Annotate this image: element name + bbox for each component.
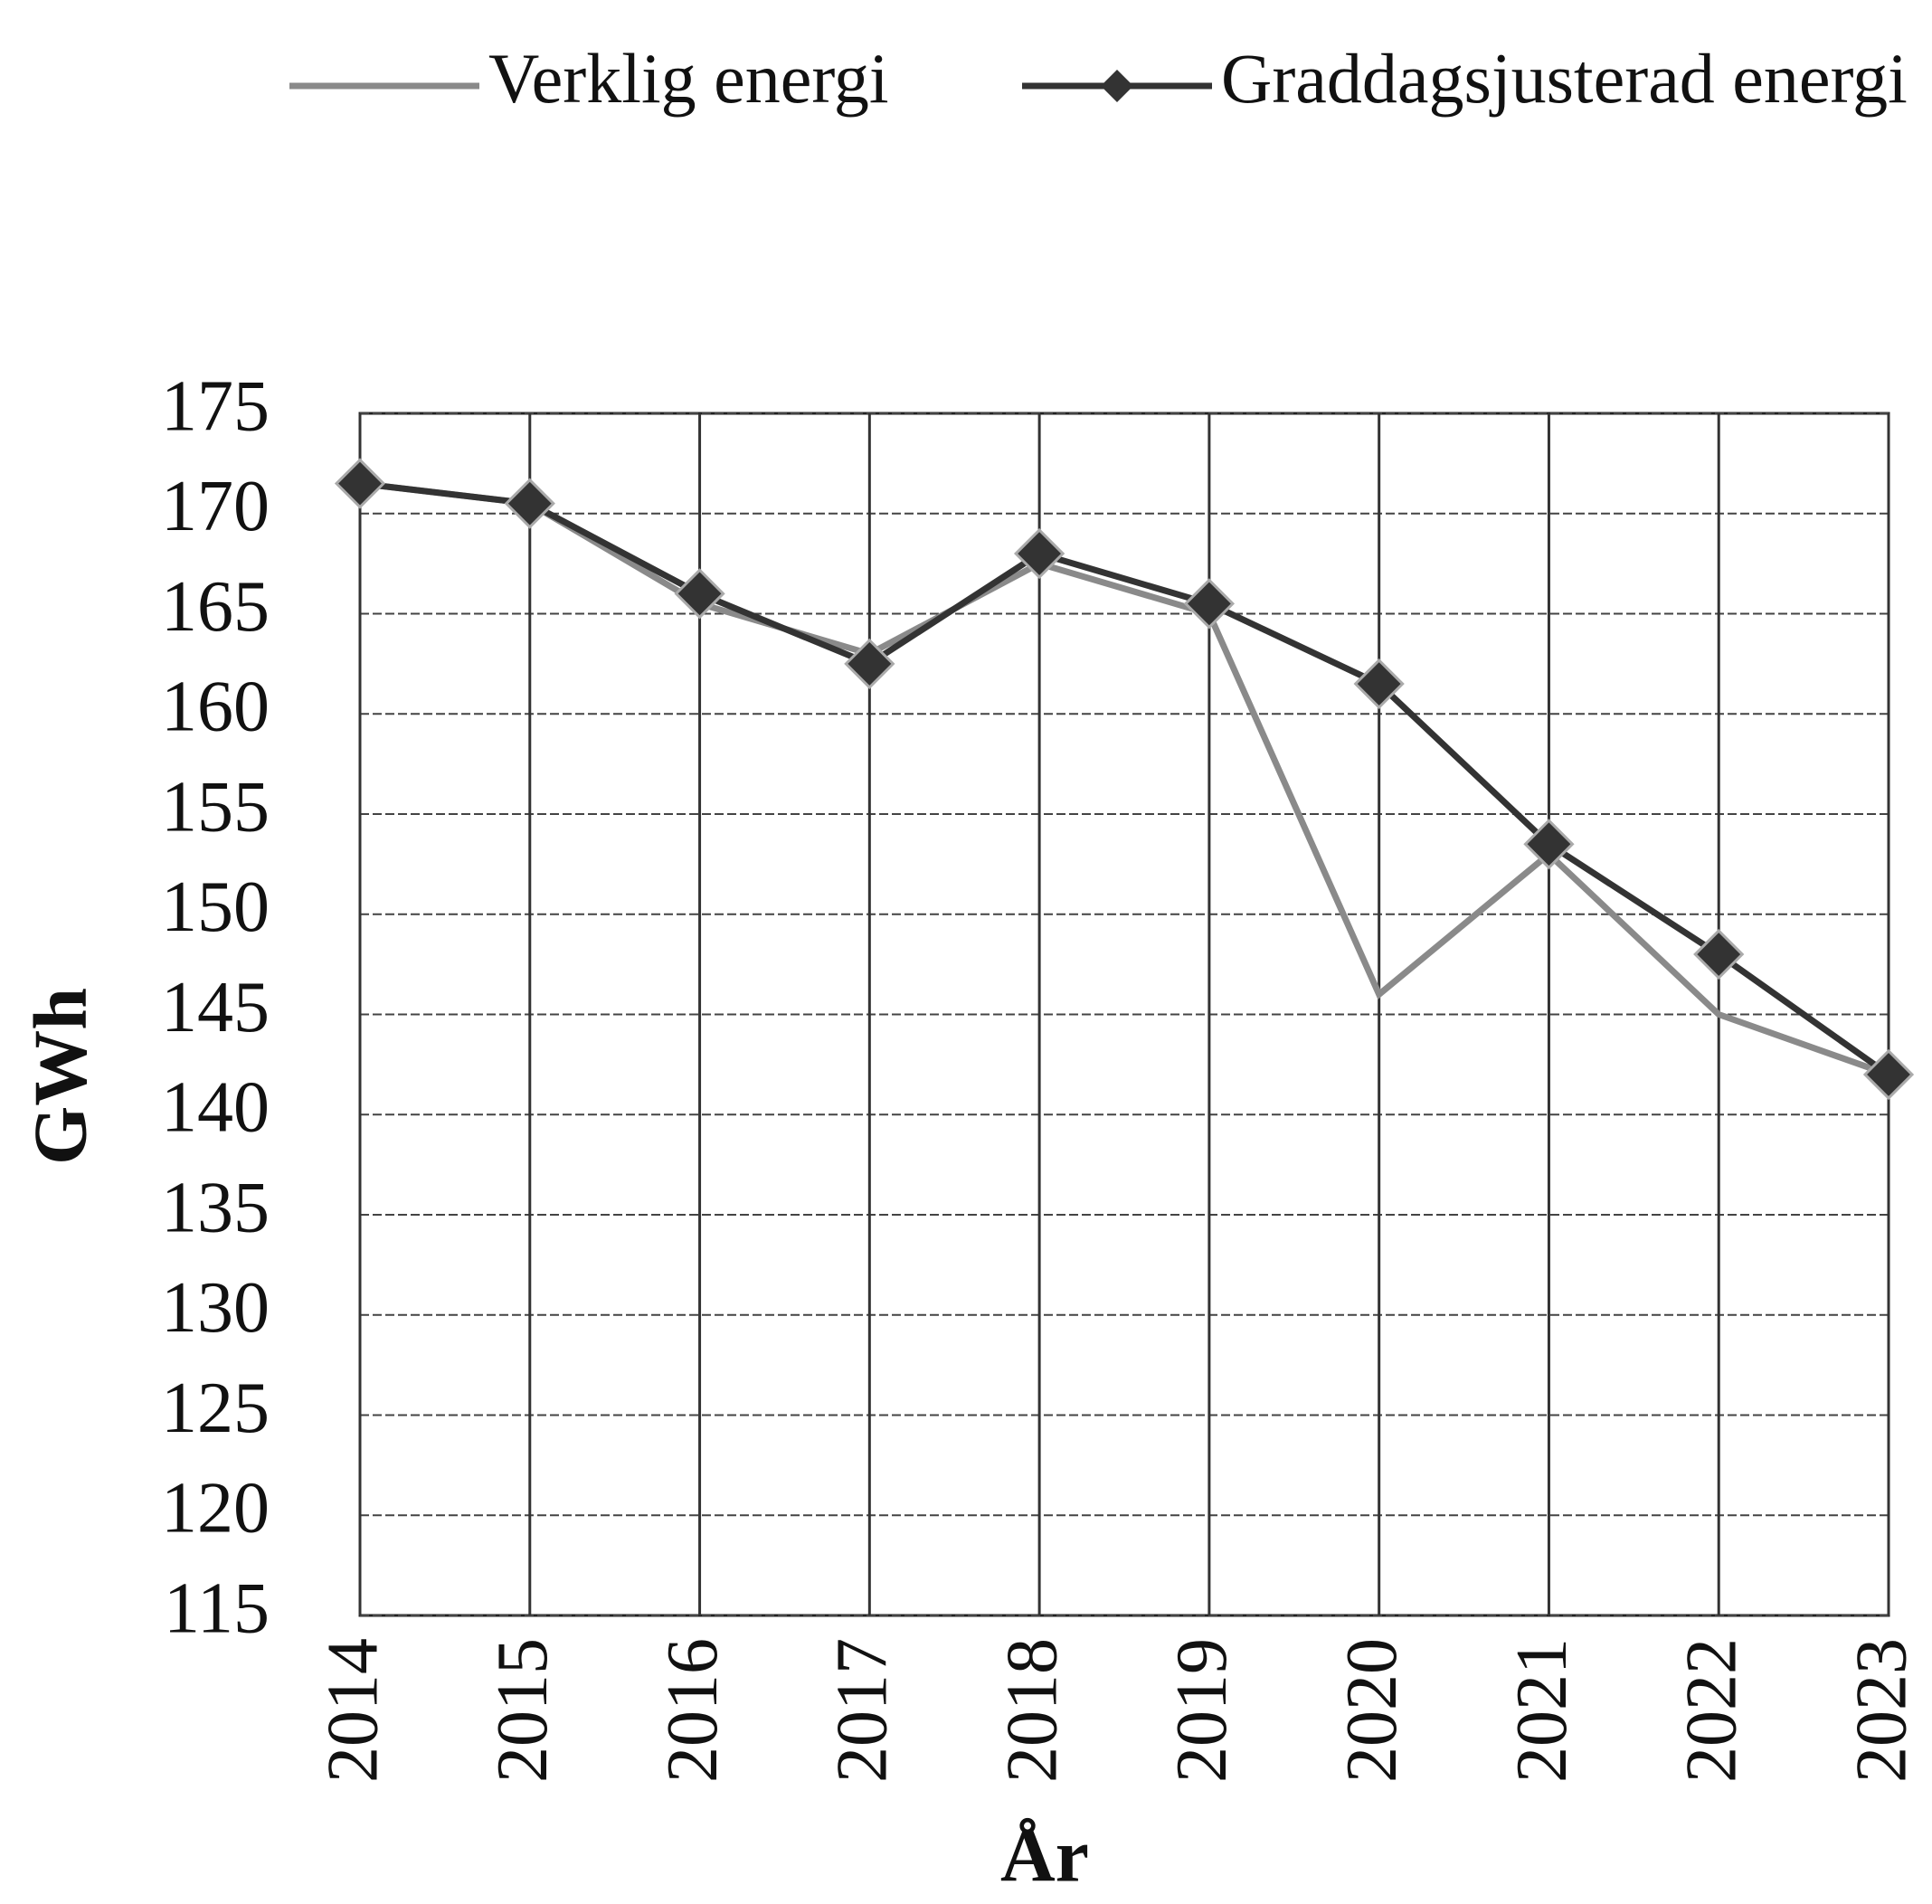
y-tick-label: 115 <box>164 1568 270 1648</box>
x-tick-label: 2021 <box>1502 1638 1582 1783</box>
legend-label: Verklig energi <box>488 39 889 118</box>
x-tick-label: 2017 <box>823 1638 903 1783</box>
y-tick-label: 170 <box>161 467 270 546</box>
diamond-marker <box>334 458 386 509</box>
y-tick-label: 175 <box>161 366 270 446</box>
diamond-marker <box>1693 928 1745 980</box>
x-axis-label: År <box>1000 1814 1089 1898</box>
diamond-marker <box>1013 527 1065 580</box>
series-line <box>359 480 1891 1077</box>
y-tick-label: 155 <box>161 767 270 847</box>
x-tick-label: 2016 <box>653 1638 733 1783</box>
diamond-marker <box>1183 578 1236 630</box>
diamond-marker <box>504 478 555 529</box>
y-axis-label: GWh <box>18 988 102 1165</box>
y-tick-label: 140 <box>161 1068 270 1148</box>
legend-marker <box>1101 70 1133 102</box>
x-tick-label: 2014 <box>313 1638 393 1783</box>
diamond-marker <box>1353 658 1405 710</box>
y-tick-label: 145 <box>161 968 270 1047</box>
x-tick-label: 2018 <box>992 1638 1072 1783</box>
y-tick-label: 160 <box>161 668 270 747</box>
series-line <box>359 480 1890 1078</box>
x-tick-label: 2015 <box>483 1638 563 1783</box>
y-tick-label: 130 <box>161 1268 270 1348</box>
diamond-marker <box>1523 819 1575 870</box>
x-tick-label: 2019 <box>1162 1638 1242 1783</box>
y-tick-label: 165 <box>161 567 270 647</box>
y-tick-label: 120 <box>161 1469 270 1549</box>
y-tick-label: 125 <box>161 1369 270 1448</box>
y-tick-label: 135 <box>161 1168 270 1247</box>
y-tick-label: 150 <box>161 867 270 947</box>
diamond-marker <box>844 638 895 689</box>
x-tick-label: 2023 <box>1842 1638 1921 1783</box>
x-tick-label: 2022 <box>1672 1638 1752 1783</box>
diamond-marker <box>674 568 725 620</box>
diamond-marker <box>1862 1048 1915 1101</box>
x-tick-label: 2020 <box>1332 1638 1412 1783</box>
legend-label: Graddagsjusterad energi <box>1221 39 1908 118</box>
